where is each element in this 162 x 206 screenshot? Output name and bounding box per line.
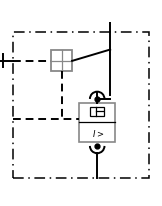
Bar	[51, 50, 72, 71]
Text: $I >$: $I >$	[92, 128, 104, 139]
Bar	[13, 32, 149, 178]
Bar	[90, 107, 104, 116]
Bar	[79, 103, 115, 142]
